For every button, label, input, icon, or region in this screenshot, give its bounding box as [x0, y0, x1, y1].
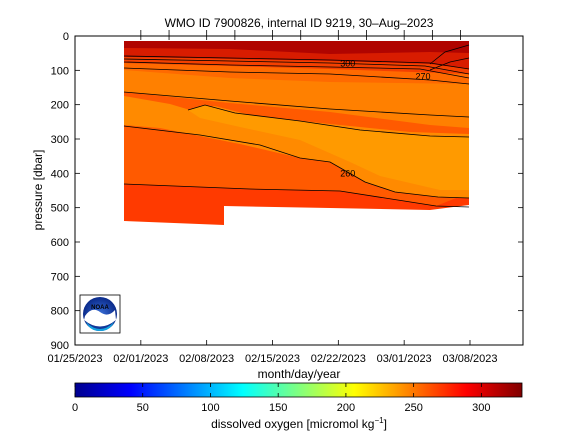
- colorbar-label-suffix: ]: [384, 417, 387, 431]
- contour-line: [123, 183, 470, 208]
- noaa-logo-bird: [84, 309, 116, 327]
- contour-line: [123, 125, 470, 199]
- contour-label: 300: [340, 58, 355, 68]
- oxygen-field: 300 270 260: [123, 41, 470, 225]
- y-tick-label: 500: [51, 203, 69, 215]
- x-tick-label: 02/01/2023: [113, 353, 168, 365]
- y-tick-label: 300: [51, 134, 69, 146]
- x-axis: 01/25/2023 02/01/2023 02/08/2023 02/15/2023…: [47, 340, 498, 365]
- x-tick-label: 02/15/2023: [245, 353, 300, 365]
- contour-label: 260: [340, 168, 355, 178]
- colorbar-label-exp: −1: [374, 416, 384, 425]
- colorbar-ticks: 0 50 100 150 200 250 300: [72, 383, 491, 414]
- colorbar-tick-label: 250: [404, 402, 422, 414]
- y-tick-label: 600: [51, 237, 69, 249]
- y-tick-label: 100: [51, 65, 69, 77]
- contour-line: [123, 61, 470, 79]
- field-band-300: [124, 41, 469, 54]
- colorbar-tick-label: 200: [337, 402, 355, 414]
- x-axis-label: month/day/year: [258, 367, 341, 381]
- colorbar-tick-label: 50: [137, 402, 149, 414]
- contour-line: [123, 58, 470, 75]
- contour-lines: [123, 44, 470, 208]
- y-tick-label: 400: [51, 168, 69, 180]
- x-tick-label: 02/08/2023: [179, 353, 234, 365]
- y-axis: 0 100 200 300 400 500 600 700 800 900: [51, 31, 523, 352]
- y-tick-label: 900: [51, 340, 69, 352]
- colorbar-tick-label: 0: [72, 402, 78, 414]
- x-tick-label: 02/22/2023: [311, 353, 366, 365]
- noaa-logo-wave: [86, 322, 114, 331]
- x-tick-label: 03/08/2023: [442, 353, 497, 365]
- noaa-logo-text: NOAA: [91, 305, 109, 311]
- colorbar-gradient: [74, 382, 523, 398]
- contour-line: [123, 67, 470, 85]
- contour-line: [123, 91, 470, 118]
- colorbar-label: dissolved oxygen [micromol kg−1]: [211, 416, 387, 431]
- contour-label-group: 300 270 260: [340, 58, 430, 178]
- colorbar-tick-label: 100: [201, 402, 219, 414]
- colorbar-label-prefix: dissolved oxygen [micromol kg: [211, 417, 374, 431]
- x-tick-label: 03/01/2023: [377, 353, 432, 365]
- contour-label: 270: [415, 72, 430, 82]
- contour-line: [429, 57, 470, 71]
- field-low-core: [188, 105, 469, 190]
- contour-line: [429, 44, 470, 65]
- contour-line: [187, 104, 470, 138]
- y-tick-label: 200: [51, 100, 69, 112]
- y-tick-label: 0: [63, 31, 69, 43]
- chart-title: WMO ID 7900826, internal ID 9219, 30–Aug…: [165, 16, 434, 30]
- colorbar-tick-label: 150: [269, 402, 287, 414]
- colorbar-tick-label: 300: [472, 402, 490, 414]
- y-axis-label: pressure [dbar]: [31, 150, 45, 231]
- x-tick-label: 01/25/2023: [47, 353, 102, 365]
- y-tick-label: 700: [51, 271, 69, 283]
- noaa-logo: NOAA: [79, 294, 121, 334]
- colorbar: 0 50 100 150 200 250 300 dissolved oxygen [mic…: [72, 382, 523, 431]
- y-tick-label: 800: [51, 306, 69, 318]
- plot-area: 300 270 260 01/25/2023 02/01/2023 02/08/2023…: [47, 30, 524, 365]
- profile-date-ticks: [140, 30, 461, 40]
